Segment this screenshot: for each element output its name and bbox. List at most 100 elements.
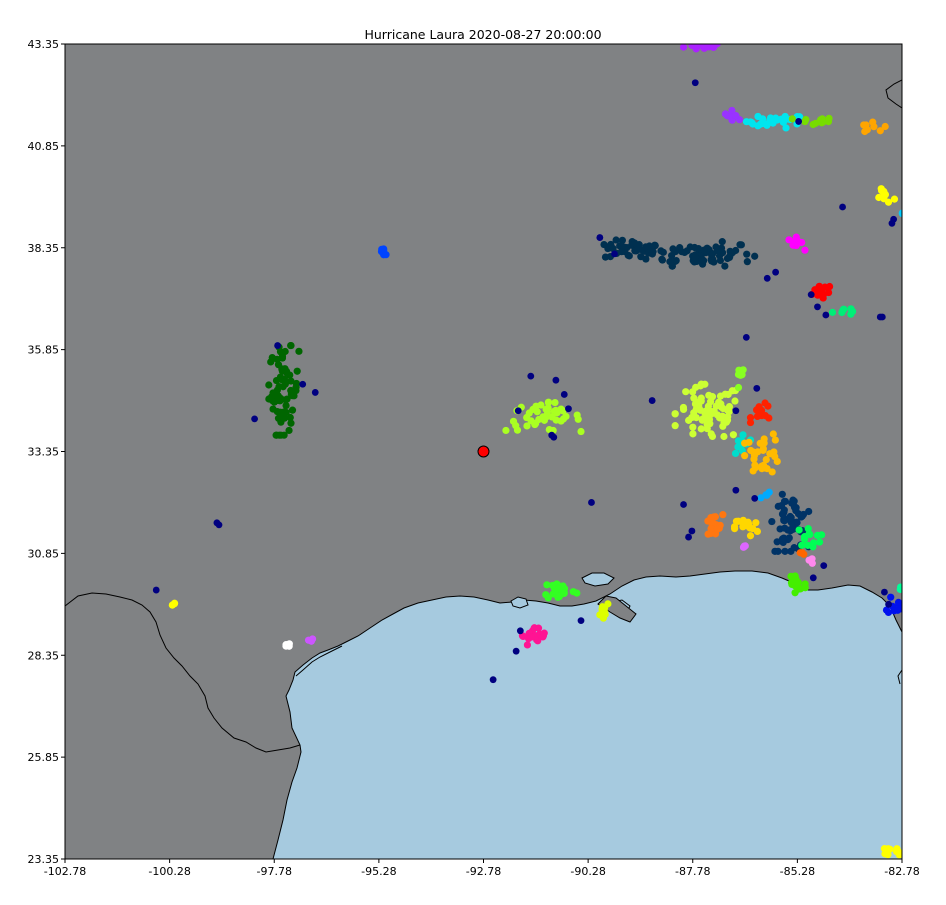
storm-point — [828, 308, 837, 316]
y-tick-label: 30.85 — [28, 547, 60, 560]
isolated-point — [807, 291, 815, 299]
storm-point — [382, 251, 390, 259]
storm-point — [908, 597, 915, 604]
storm-point — [282, 642, 290, 650]
storm-point — [282, 401, 290, 410]
storm-point — [170, 599, 179, 607]
isolated-point — [514, 407, 522, 415]
storm-point — [560, 589, 568, 598]
storm-point — [899, 850, 902, 858]
storm-point — [728, 106, 736, 115]
storm-point — [288, 406, 297, 414]
storm-point — [824, 117, 833, 126]
storm-point — [796, 585, 805, 593]
storm-point — [729, 431, 737, 439]
storm-point — [781, 547, 789, 555]
isolated-point — [596, 234, 604, 241]
storm-point — [881, 122, 889, 131]
storm-point — [902, 208, 909, 215]
storm-point — [782, 124, 790, 132]
storm-point — [734, 383, 743, 392]
storm-point — [880, 190, 888, 198]
isolated-point — [552, 376, 560, 384]
isolated-point — [688, 527, 696, 535]
y-tick-label: 33.35 — [28, 446, 60, 459]
storm-point — [768, 517, 776, 526]
hurricane-center-marker — [477, 445, 490, 458]
isolated-point — [516, 627, 524, 635]
storm-point — [710, 258, 718, 266]
storm-point — [732, 517, 741, 525]
storm-point — [287, 419, 295, 427]
storm-point — [573, 411, 581, 419]
isolated-point — [251, 415, 258, 423]
storm-point — [273, 355, 281, 363]
storm-point — [797, 513, 805, 521]
storm-point — [778, 535, 787, 543]
y-tick-label: 40.85 — [28, 140, 60, 153]
storm-point — [559, 407, 567, 415]
storm-point — [609, 244, 617, 253]
storm-point — [707, 513, 715, 522]
storm-point — [762, 455, 770, 464]
isolated-point — [742, 334, 750, 341]
storm-point — [787, 579, 796, 587]
storm-point — [731, 449, 740, 458]
storm-point — [781, 497, 790, 506]
storm-point — [751, 461, 759, 469]
storm-point — [724, 413, 732, 421]
storm-point — [802, 115, 810, 124]
storm-point — [544, 594, 552, 602]
x-tick-label: -102.78 — [44, 865, 86, 878]
storm-point — [754, 448, 762, 456]
storm-point — [703, 407, 711, 415]
y-tick-label: 25.85 — [28, 751, 60, 764]
y-tick-label: 28.35 — [28, 649, 60, 662]
x-tick-label: -90.28 — [570, 865, 605, 878]
storm-point — [642, 243, 650, 251]
isolated-point — [732, 407, 740, 415]
isolated-point — [839, 203, 846, 211]
storm-point — [601, 604, 609, 612]
storm-point — [719, 511, 727, 519]
storm-point — [265, 381, 273, 389]
storm-point — [753, 527, 761, 535]
storm-point — [502, 426, 510, 435]
storm-point — [809, 543, 817, 551]
storm-point — [532, 402, 540, 410]
storm-point — [728, 387, 736, 395]
storm-point — [536, 630, 544, 639]
storm-point — [732, 111, 740, 120]
storm-point — [902, 608, 909, 615]
storm-point — [544, 398, 552, 407]
storm-point — [267, 358, 275, 366]
x-tick-label: -100.28 — [148, 865, 190, 878]
storm-point — [286, 413, 294, 422]
storm-point — [839, 305, 847, 314]
storm-point — [708, 432, 717, 441]
storm-point — [720, 432, 728, 441]
lake-erie-shore — [885, 79, 902, 109]
storm-point — [894, 598, 902, 606]
storm-point — [725, 402, 734, 411]
storm-point — [898, 210, 902, 218]
x-axis-ticks: -102.78 -100.28 -97.78 -95.28 -92.78 -90.28 -8… — [44, 859, 920, 878]
x-tick-label: -82.78 — [884, 865, 919, 878]
storm-point — [618, 236, 626, 244]
storm-point — [766, 116, 774, 124]
storm-point — [886, 845, 894, 853]
storm-point — [749, 120, 757, 128]
storm-point — [887, 593, 895, 601]
isolated-point — [577, 617, 585, 625]
storm-point — [278, 365, 286, 373]
isolated-point — [152, 586, 160, 594]
storm-point — [825, 282, 834, 291]
isolated-point — [814, 303, 821, 311]
lake-pontchartrain — [581, 572, 615, 587]
storm-point — [668, 262, 676, 270]
storm-point — [752, 519, 760, 527]
isolated-point — [489, 676, 497, 684]
storm-point — [792, 507, 800, 515]
storm-point — [689, 423, 697, 431]
isolated-point — [512, 647, 520, 655]
